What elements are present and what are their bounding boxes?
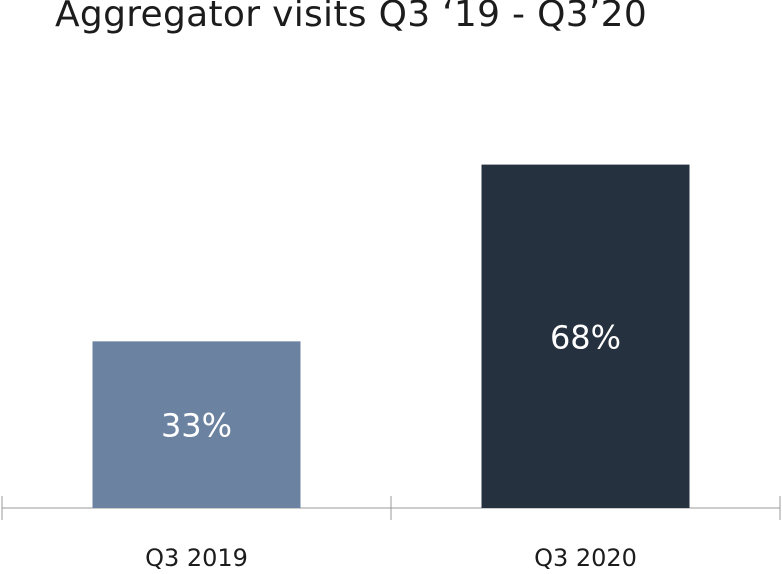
bar <box>481 164 690 508</box>
x-tick-label: Q3 2019 <box>145 544 248 572</box>
bar-value-label: 68% <box>550 318 621 356</box>
bar <box>92 341 301 508</box>
chart-title: Aggregator visits Q3 ‘19 - Q3’20 <box>55 0 648 35</box>
x-tick-label: Q3 2020 <box>534 544 637 572</box>
bar-value-label: 33% <box>161 407 232 445</box>
